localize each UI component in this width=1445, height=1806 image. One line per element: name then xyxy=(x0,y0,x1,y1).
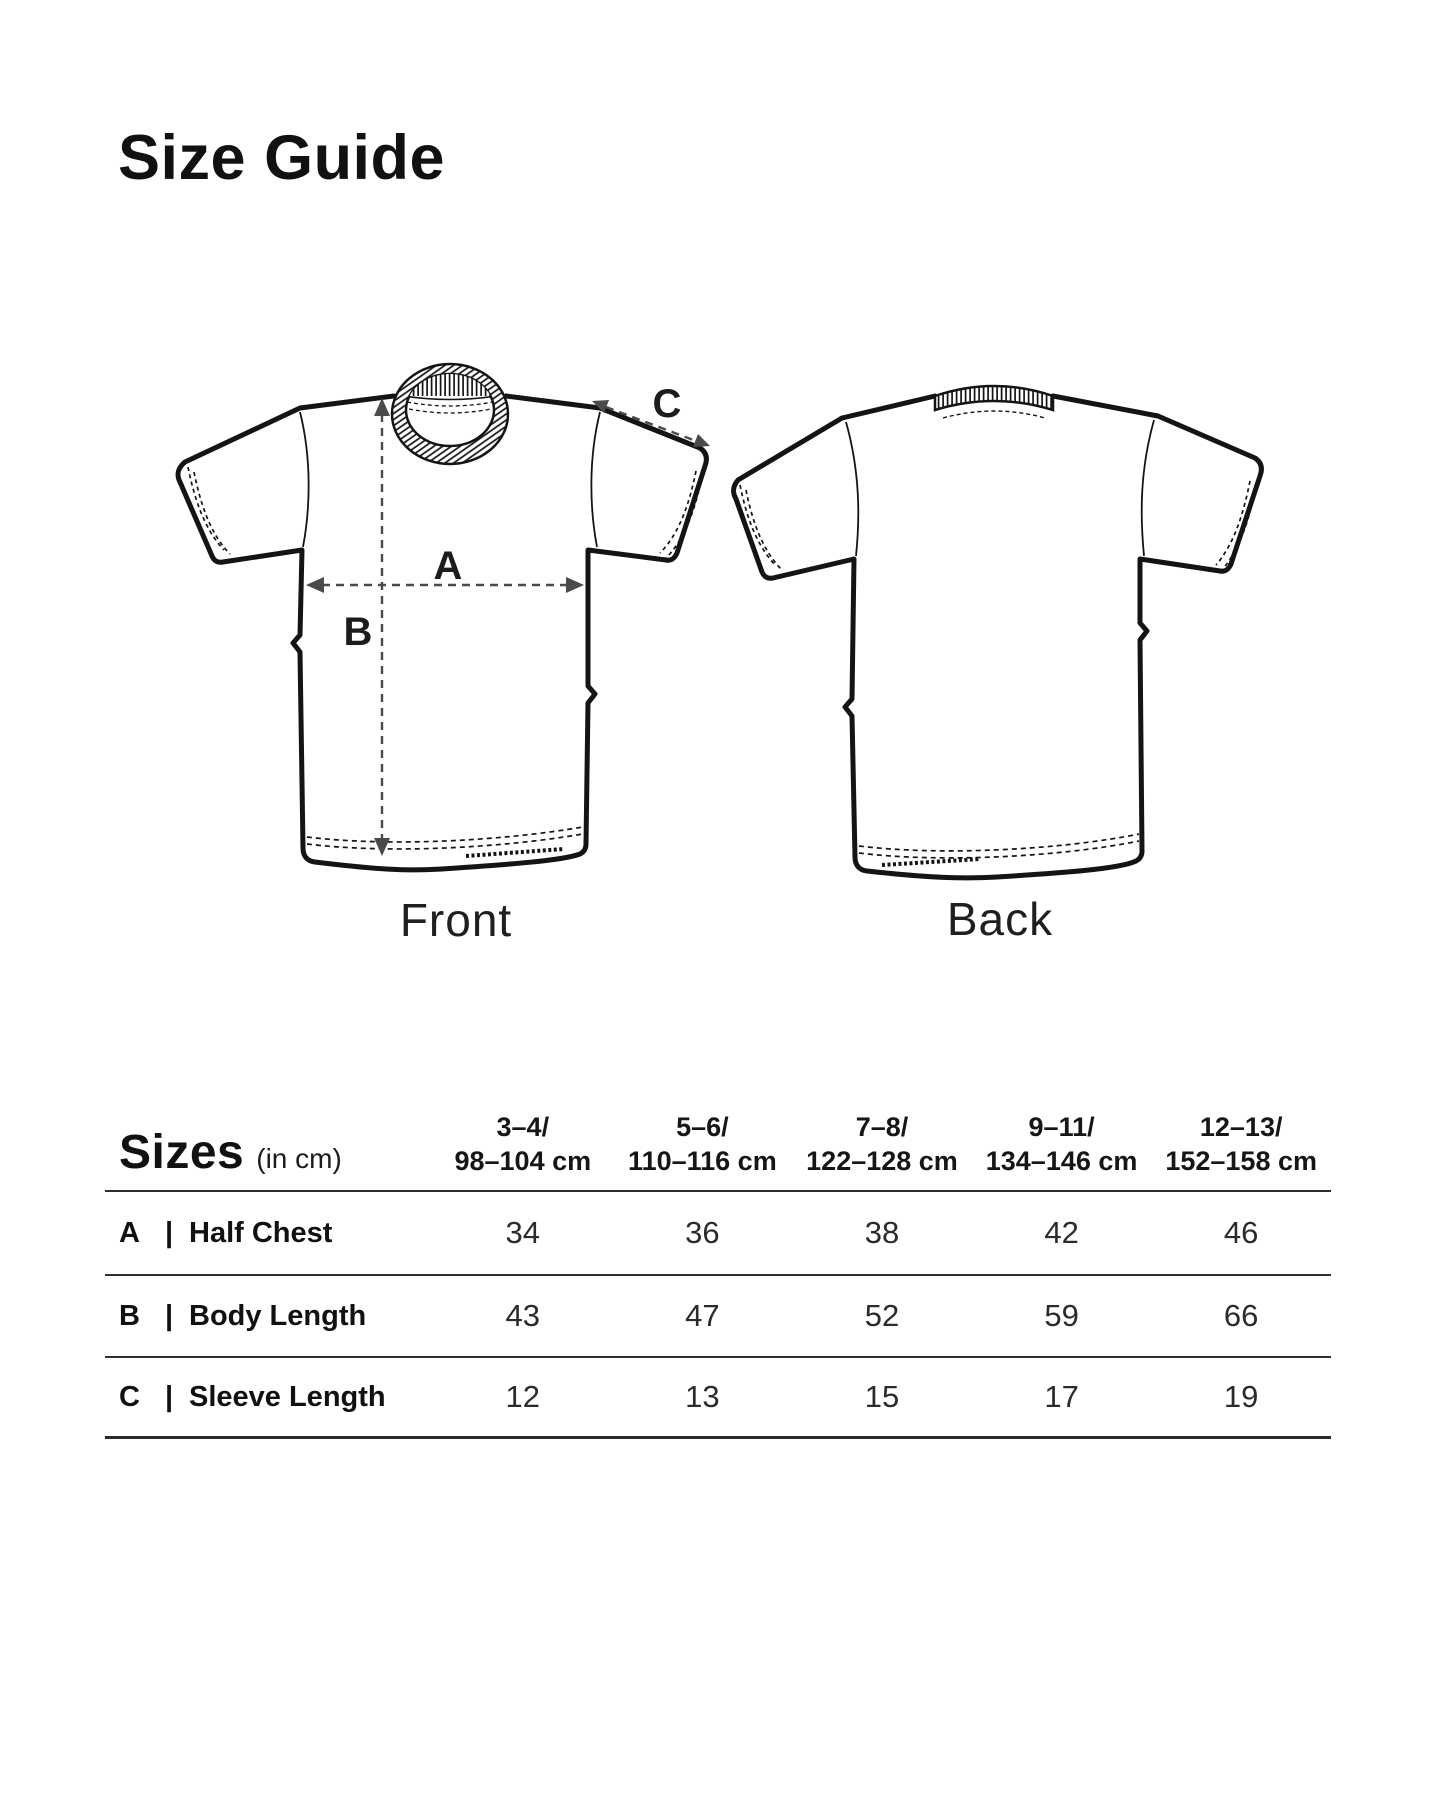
row-letter: B xyxy=(119,1299,140,1332)
sleeve-length-size-4: 17 xyxy=(1044,1379,1079,1414)
row-label: Sleeve Length xyxy=(189,1380,386,1413)
row-separator: | xyxy=(164,1380,174,1413)
row-letter: C xyxy=(119,1380,140,1413)
row-separator: | xyxy=(164,1299,174,1332)
table-row-half-chest: A | Half Chest 34 36 38 42 46 xyxy=(105,1192,1331,1276)
column-header-3: 7–8/ 122–128 cm xyxy=(806,1112,958,1176)
measure-label-b: B xyxy=(343,610,373,654)
page-title: Size Guide xyxy=(118,123,446,193)
row-letter: A xyxy=(119,1216,140,1249)
row-label: Half Chest xyxy=(189,1216,333,1249)
body-length-size-4: 59 xyxy=(1044,1298,1079,1333)
table-title: Sizes xyxy=(119,1126,245,1179)
column-header-5: 12–13/ 152–158 cm xyxy=(1165,1112,1317,1176)
front-caption: Front xyxy=(399,894,513,946)
sleeve-length-size-5: 19 xyxy=(1223,1379,1259,1414)
table-row-sleeve-length: C | Sleeve Length 12 13 15 17 19 xyxy=(105,1358,1331,1439)
body-length-size-3: 52 xyxy=(864,1298,900,1333)
body-length-size-5: 66 xyxy=(1223,1298,1259,1333)
column-header-2: 5–6/ 110–116 cm xyxy=(628,1112,777,1176)
measure-label-c: C xyxy=(652,382,682,426)
measurement-arrows xyxy=(322,405,697,842)
column-header-4: 9–11/ 134–146 cm xyxy=(985,1112,1138,1176)
half-chest-size-4: 42 xyxy=(1044,1215,1079,1250)
back-shirt-diagram xyxy=(731,384,1264,881)
body-length-size-2: 47 xyxy=(685,1298,720,1333)
table-title-cell: Sizes (in cm) xyxy=(105,1125,433,1190)
half-chest-size-3: 38 xyxy=(864,1215,900,1250)
body-length-size-1: 43 xyxy=(505,1298,541,1333)
column-header-1: 3–4/ 98–104 cm xyxy=(454,1112,592,1176)
half-chest-size-2: 36 xyxy=(685,1215,720,1250)
row-separator: | xyxy=(164,1216,174,1249)
sleeve-length-size-3: 15 xyxy=(864,1379,900,1414)
front-shirt-diagram xyxy=(175,362,710,873)
half-chest-size-1: 34 xyxy=(505,1215,541,1250)
sizes-table: Sizes (in cm) 3–4/ 98–104 cm 5–6/ 110–11… xyxy=(105,1098,1331,1439)
sleeve-length-size-2: 13 xyxy=(685,1379,720,1414)
back-collar xyxy=(933,384,1055,412)
table-row-body-length: B | Body Length 43 47 52 59 66 xyxy=(105,1276,1331,1358)
table-header-row: Sizes (in cm) 3–4/ 98–104 cm 5–6/ 110–11… xyxy=(105,1098,1331,1192)
table-unit: (in cm) xyxy=(256,1143,342,1174)
half-chest-size-5: 46 xyxy=(1223,1215,1259,1250)
back-shirt-outline xyxy=(731,393,1264,881)
measure-label-a: A xyxy=(433,544,463,588)
front-shirt-outline xyxy=(175,393,709,873)
back-caption: Back xyxy=(946,893,1054,945)
sleeve-length-size-1: 12 xyxy=(505,1379,541,1414)
row-label: Body Length xyxy=(189,1299,367,1332)
